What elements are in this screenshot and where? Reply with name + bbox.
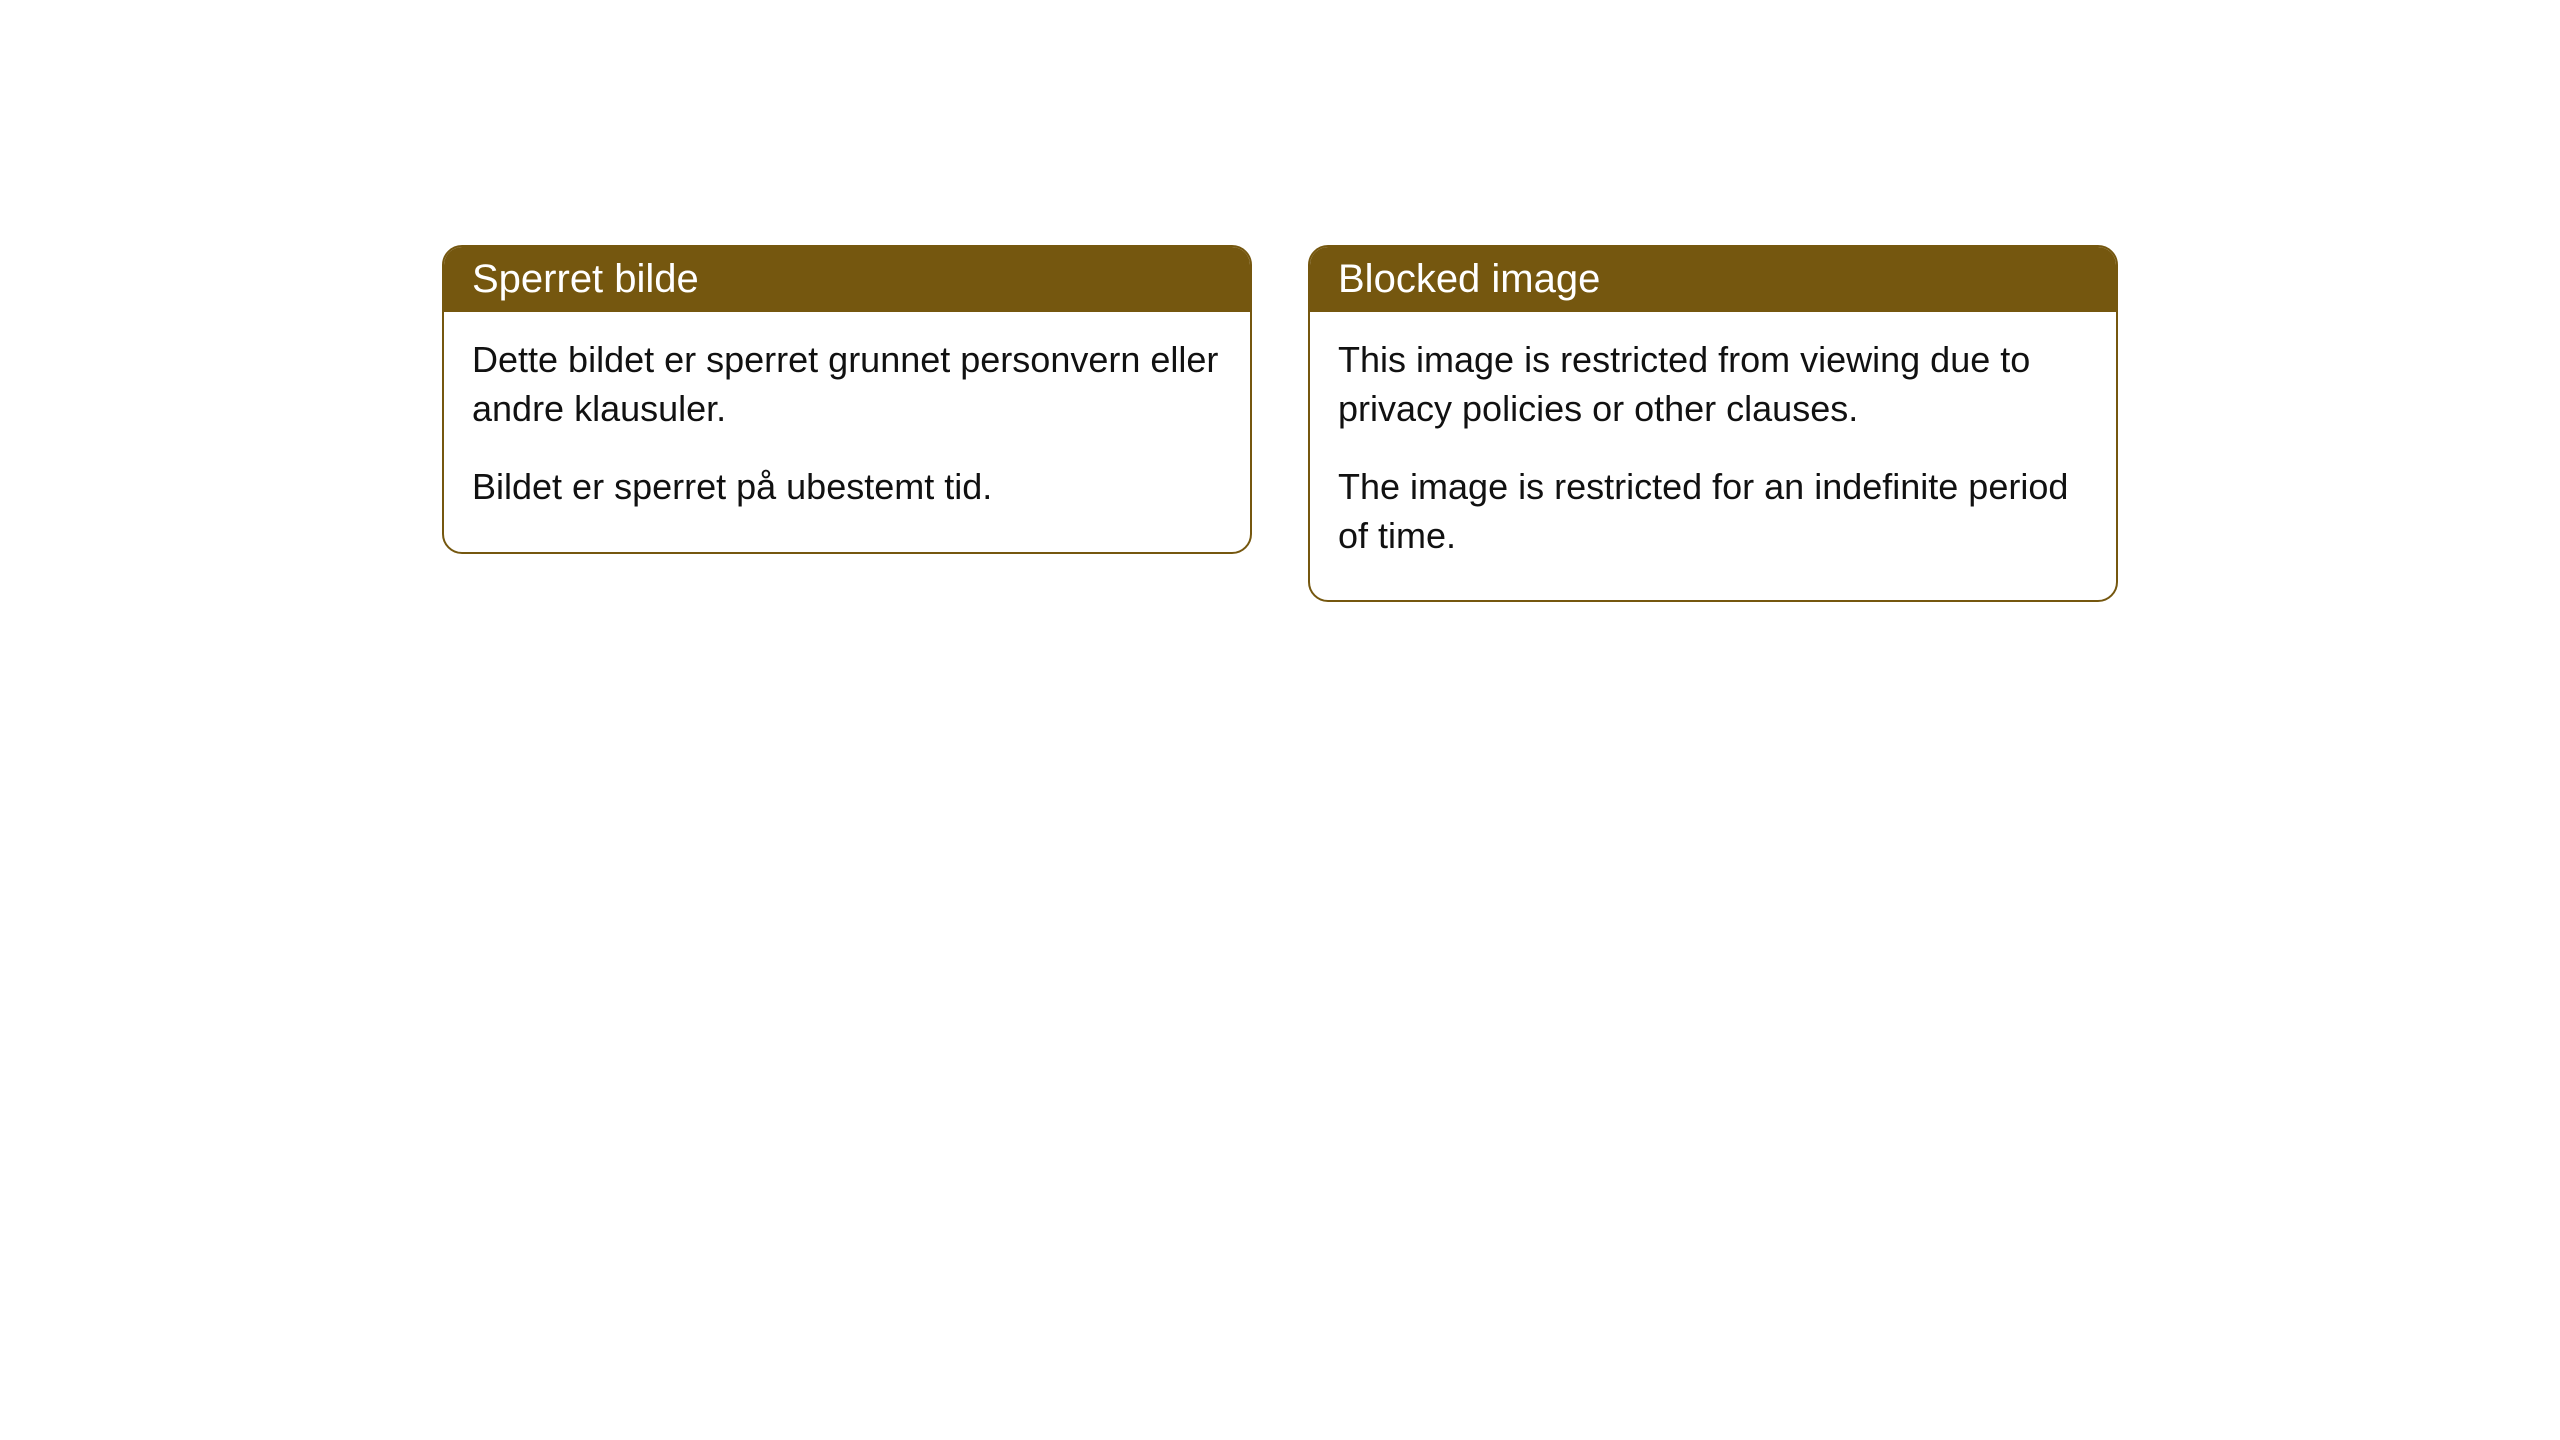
notice-body: This image is restricted from viewing du… xyxy=(1310,312,2116,600)
notice-paragraph-2: The image is restricted for an indefinit… xyxy=(1338,463,2088,560)
notice-body: Dette bildet er sperret grunnet personve… xyxy=(444,312,1250,552)
notice-title: Sperret bilde xyxy=(472,257,699,301)
notice-header: Blocked image xyxy=(1310,247,2116,312)
notice-paragraph-1: Dette bildet er sperret grunnet personve… xyxy=(472,336,1222,433)
notice-title: Blocked image xyxy=(1338,257,1600,301)
notice-header: Sperret bilde xyxy=(444,247,1250,312)
notice-card-norwegian: Sperret bilde Dette bildet er sperret gr… xyxy=(442,245,1252,554)
notice-paragraph-2: Bildet er sperret på ubestemt tid. xyxy=(472,463,1222,512)
notice-card-english: Blocked image This image is restricted f… xyxy=(1308,245,2118,602)
notice-paragraph-1: This image is restricted from viewing du… xyxy=(1338,336,2088,433)
